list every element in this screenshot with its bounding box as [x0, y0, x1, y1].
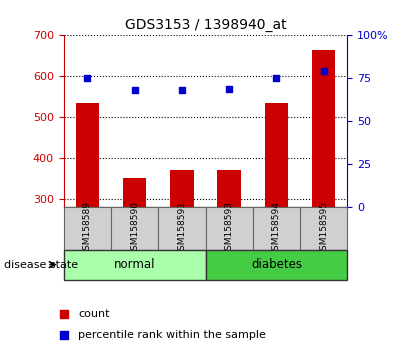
Point	[84, 75, 90, 81]
Text: GSM158591: GSM158591	[178, 201, 186, 256]
Point	[178, 87, 185, 93]
Bar	[76, 103, 99, 207]
Bar	[170, 170, 194, 207]
Bar	[111, 207, 158, 250]
Text: normal: normal	[114, 258, 155, 271]
Text: diabetes: diabetes	[251, 258, 302, 271]
Point	[132, 87, 138, 93]
Text: disease state: disease state	[4, 259, 78, 270]
Bar	[64, 207, 111, 250]
Point	[61, 311, 67, 316]
Bar	[206, 250, 347, 280]
Bar	[300, 207, 347, 250]
Point	[61, 333, 67, 338]
Text: GSM158593: GSM158593	[225, 201, 233, 256]
Title: GDS3153 / 1398940_at: GDS3153 / 1398940_at	[125, 18, 286, 32]
Bar	[123, 178, 146, 207]
Text: GSM158590: GSM158590	[130, 201, 139, 256]
Point	[273, 75, 279, 81]
Point	[321, 69, 327, 74]
Bar	[158, 207, 206, 250]
Text: GSM158589: GSM158589	[83, 201, 92, 256]
Bar	[217, 170, 241, 207]
Point	[226, 86, 233, 91]
Bar	[64, 250, 206, 280]
Text: GSM158595: GSM158595	[319, 201, 328, 256]
Bar	[312, 50, 335, 207]
Bar	[206, 207, 253, 250]
Text: GSM158594: GSM158594	[272, 201, 281, 256]
Bar	[265, 103, 288, 207]
Text: count: count	[78, 309, 109, 319]
Bar	[253, 207, 300, 250]
Text: percentile rank within the sample: percentile rank within the sample	[78, 330, 266, 341]
